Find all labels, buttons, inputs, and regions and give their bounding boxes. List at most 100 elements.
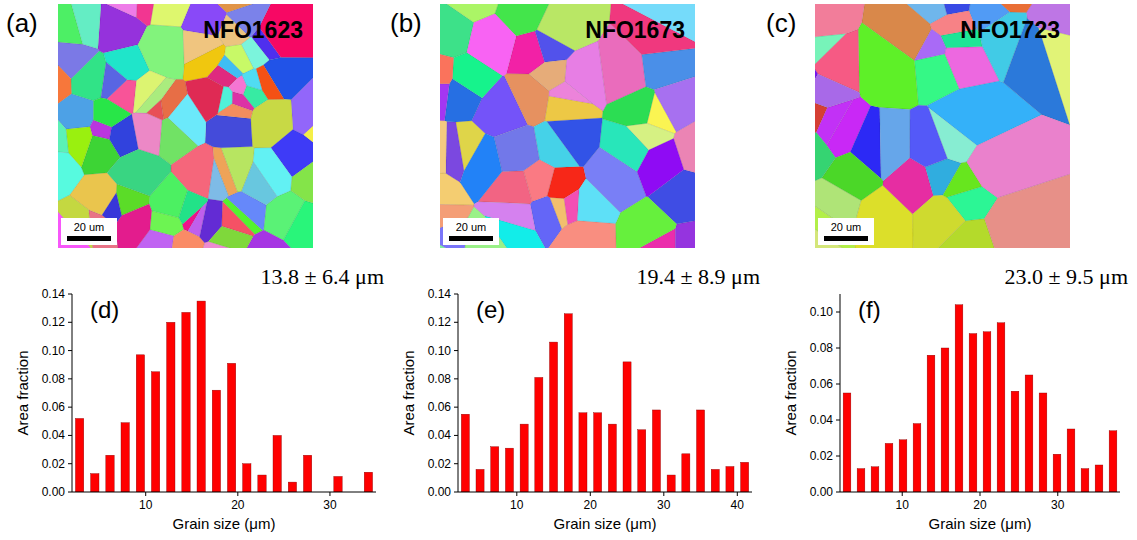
bar xyxy=(857,469,865,492)
panel-label: (d) xyxy=(90,296,119,323)
bar xyxy=(955,305,963,492)
y-tick xyxy=(68,463,72,464)
x-axis xyxy=(458,492,752,493)
x-tick xyxy=(663,492,664,496)
grain xyxy=(216,104,252,119)
chart-title: 23.0 ± 9.5 μm xyxy=(1005,264,1128,289)
grain xyxy=(880,107,910,181)
y-tick-label: 0.02 xyxy=(42,457,66,471)
ebsd-map: NFO162320 um xyxy=(38,0,333,268)
x-tick xyxy=(1057,492,1058,496)
bar xyxy=(273,435,281,492)
grain xyxy=(637,139,684,197)
grain xyxy=(198,4,288,12)
y-tick xyxy=(836,312,840,313)
y-axis xyxy=(458,294,459,492)
bar xyxy=(941,348,949,492)
histogram-panel: 0.000.020.040.060.080.100.120.14102030Gr… xyxy=(14,264,384,532)
y-tick-label: 0.00 xyxy=(810,485,834,499)
grain xyxy=(291,153,313,210)
grain xyxy=(283,201,313,248)
sample-label: NFO1723 xyxy=(960,17,1060,43)
bar xyxy=(1025,375,1033,492)
bar xyxy=(594,413,602,492)
y-tick-label: 0.06 xyxy=(810,377,834,391)
grain xyxy=(208,226,253,248)
x-tick-label: 20 xyxy=(231,498,245,512)
grains xyxy=(58,4,313,248)
bar xyxy=(520,424,528,492)
x-tick xyxy=(590,492,591,496)
x-tick xyxy=(329,492,330,496)
bar xyxy=(623,362,631,492)
grain xyxy=(460,133,502,204)
bar xyxy=(726,467,734,492)
bar xyxy=(334,476,342,492)
bar xyxy=(843,393,851,492)
y-tick xyxy=(836,384,840,385)
bar xyxy=(75,418,83,492)
grain xyxy=(66,127,92,168)
grain xyxy=(535,30,575,63)
grain xyxy=(440,120,447,174)
bar xyxy=(1053,454,1061,492)
ebsd-map: NFO167320 um xyxy=(420,0,715,268)
bar xyxy=(1039,393,1047,492)
grain xyxy=(545,221,616,249)
bar xyxy=(667,475,675,492)
y-tick-label: 0.00 xyxy=(42,485,66,499)
y-axis-title: Area fraction xyxy=(400,350,417,435)
x-axis-title: Grain size (μm) xyxy=(173,515,276,532)
grain xyxy=(213,147,238,196)
grain xyxy=(494,125,539,172)
bars xyxy=(843,305,1117,492)
grain xyxy=(136,4,157,26)
y-tick-label: 0.04 xyxy=(428,428,452,442)
bar xyxy=(983,332,991,492)
scale-bar xyxy=(824,236,868,241)
figure: NFO162320 um(a)NFO167320 um(b)NFO172320 … xyxy=(0,0,1137,540)
y-tick xyxy=(836,420,840,421)
grain xyxy=(858,23,918,110)
scale-bar xyxy=(449,236,493,241)
y-tick xyxy=(454,378,458,379)
y-tick-label: 0.04 xyxy=(42,428,66,442)
histogram-panel: 0.000.020.040.060.080.100.120.1410203040… xyxy=(400,264,760,532)
ebsd-map: NFO172320 um xyxy=(795,0,1090,268)
bar xyxy=(969,334,977,492)
y-tick-label: 0.10 xyxy=(42,344,66,358)
grain xyxy=(815,4,868,39)
y-tick xyxy=(454,294,458,295)
histogram-panel: 0.000.020.040.060.080.10102030Grain size… xyxy=(782,264,1128,532)
y-tick-label: 0.14 xyxy=(42,287,66,301)
bar xyxy=(121,423,129,492)
bar xyxy=(243,464,251,492)
bar xyxy=(927,355,935,492)
x-tick xyxy=(516,492,517,496)
bars xyxy=(461,314,748,492)
y-tick xyxy=(68,492,72,493)
y-tick xyxy=(68,378,72,379)
bar xyxy=(505,448,513,492)
y-tick xyxy=(836,456,840,457)
bar xyxy=(288,482,296,492)
x-axis-title: Grain size (μm) xyxy=(929,515,1032,532)
bar xyxy=(106,455,114,492)
grain xyxy=(913,195,966,248)
y-tick-label: 0.12 xyxy=(42,315,66,329)
bar xyxy=(258,475,266,492)
grain xyxy=(914,29,946,60)
bar xyxy=(550,342,558,492)
bar xyxy=(913,424,921,492)
grain xyxy=(229,75,247,94)
y-tick xyxy=(454,350,458,351)
bar xyxy=(899,440,907,492)
grain xyxy=(147,100,164,120)
panel-label: (a) xyxy=(6,8,38,38)
grains xyxy=(815,4,1070,248)
y-tick xyxy=(454,322,458,323)
y-axis-title: Area fraction xyxy=(14,350,31,435)
y-tick xyxy=(68,407,72,408)
x-tick xyxy=(237,492,238,496)
grain xyxy=(256,65,284,100)
